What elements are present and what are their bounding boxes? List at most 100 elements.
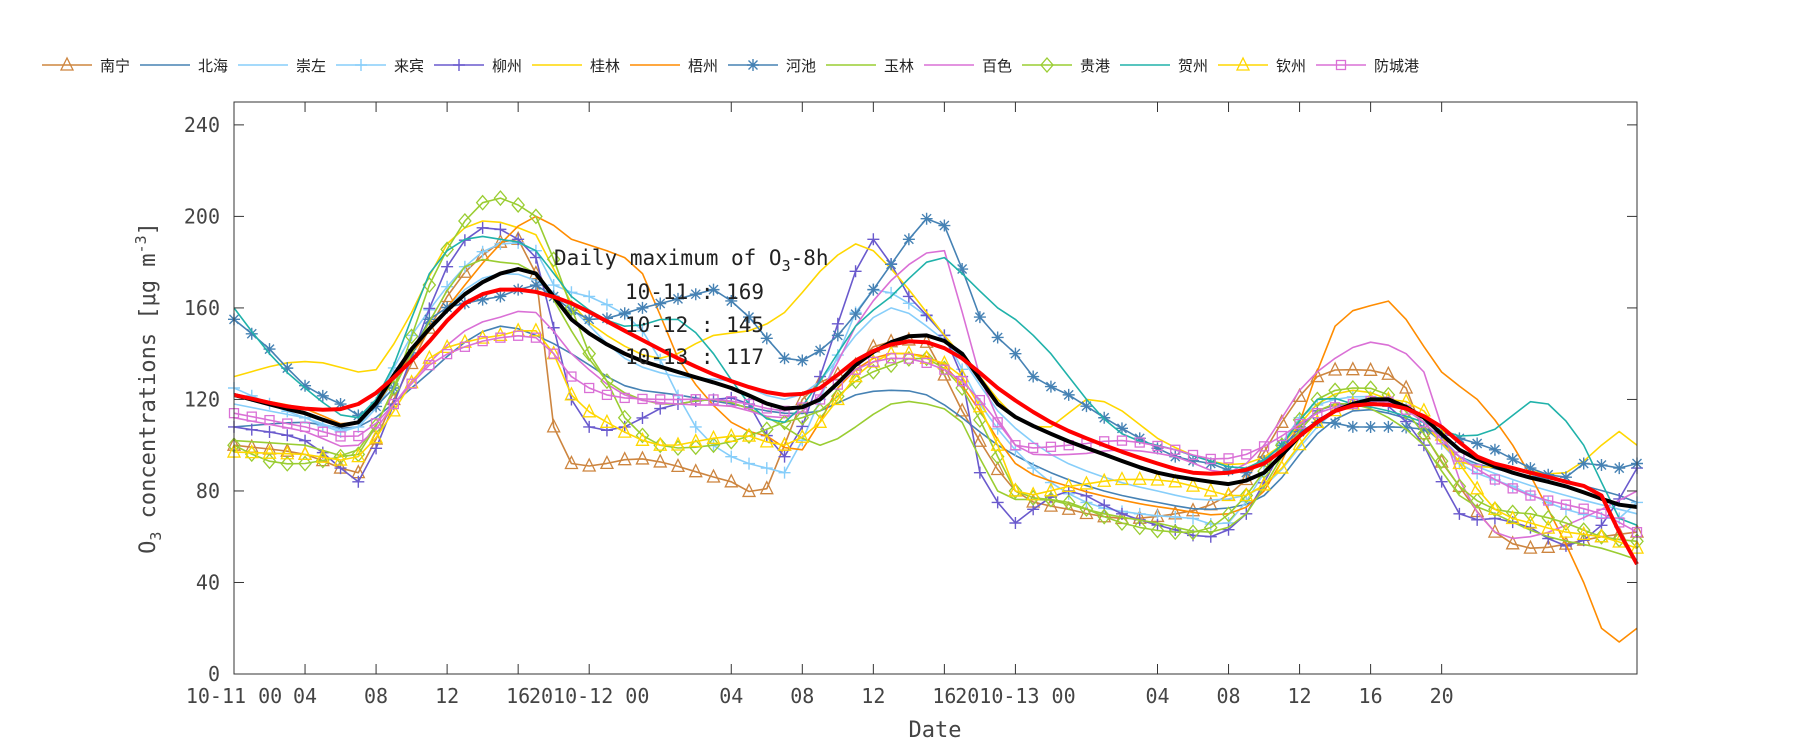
data-point	[653, 436, 668, 451]
data-point	[1258, 454, 1271, 467]
legend-marker	[1235, 56, 1251, 71]
data-point	[370, 442, 383, 455]
data-point	[760, 332, 773, 345]
legend-label: 钦州	[1276, 57, 1306, 75]
data-point	[1221, 506, 1236, 523]
legend-entry: 桂林	[532, 57, 620, 75]
data-point	[1453, 432, 1466, 445]
data-point	[599, 454, 615, 470]
data-point	[1345, 361, 1360, 376]
data-point	[706, 468, 721, 483]
data-point	[600, 312, 613, 325]
data-point	[1505, 504, 1520, 521]
series-line	[233, 335, 1638, 533]
data-point	[991, 496, 1004, 509]
data-point	[388, 398, 399, 410]
data-point	[956, 263, 969, 276]
data-point	[1115, 422, 1128, 435]
data-point	[795, 409, 810, 426]
data-point	[1240, 466, 1253, 479]
y-tick-label: 120	[184, 387, 220, 411]
legend-entry: 崇左	[238, 57, 326, 75]
data-point	[637, 393, 648, 405]
data-point	[513, 330, 524, 341]
data-point	[1507, 483, 1518, 494]
data-point	[1292, 436, 1307, 451]
data-point	[351, 448, 366, 463]
data-point	[1008, 482, 1023, 499]
data-point	[1310, 391, 1325, 408]
data-point	[848, 368, 863, 383]
data-point	[353, 430, 364, 442]
data-point	[1061, 494, 1076, 511]
data-point	[779, 405, 790, 417]
data-point	[1345, 380, 1360, 396]
data-point	[1009, 516, 1022, 529]
data-point	[743, 457, 756, 470]
data-point	[1205, 453, 1216, 465]
data-point	[1044, 491, 1058, 508]
data-point	[494, 223, 507, 236]
data-point	[423, 302, 436, 315]
data-point	[566, 371, 577, 382]
data-point	[1168, 524, 1183, 541]
data-point	[849, 308, 862, 321]
data-point	[919, 350, 934, 367]
data-point	[1576, 525, 1591, 540]
data-point	[459, 341, 471, 352]
legend-entry: 北海	[140, 57, 228, 75]
data-point	[1009, 347, 1022, 360]
data-point	[903, 353, 915, 364]
data-point	[1044, 380, 1057, 393]
data-point	[530, 332, 542, 343]
data-point	[1062, 388, 1075, 401]
legend-marker	[1040, 57, 1054, 73]
data-point	[831, 317, 844, 330]
data-point	[1276, 430, 1287, 442]
data-point	[1079, 501, 1094, 518]
data-point	[1114, 471, 1130, 486]
legend-label: 桂林	[590, 57, 620, 75]
y-tick-label: 200	[184, 204, 220, 228]
data-point	[921, 357, 932, 368]
data-point	[1187, 512, 1200, 525]
data-point	[1560, 499, 1572, 510]
legend-entry: 河池	[728, 57, 816, 75]
data-point	[1542, 532, 1555, 545]
data-point	[617, 451, 632, 466]
data-point	[565, 304, 578, 317]
data-point	[494, 290, 507, 303]
legend-label: 贺州	[1178, 57, 1208, 75]
data-point	[1221, 487, 1236, 502]
data-point	[1613, 462, 1626, 475]
legend-entry: 钦州	[1218, 56, 1306, 75]
legend-marker	[453, 59, 465, 71]
data-point	[1061, 500, 1076, 515]
data-point	[1543, 495, 1554, 506]
data-point	[636, 324, 649, 337]
data-point	[955, 402, 970, 417]
data-point	[458, 212, 472, 229]
data-point	[352, 475, 365, 488]
data-point	[725, 450, 738, 463]
data-point	[369, 429, 384, 444]
data-point	[726, 396, 737, 407]
x-tick-label: 2010-12 00	[529, 684, 649, 708]
legend-entry: 玉林	[826, 57, 914, 75]
data-point	[1132, 519, 1147, 536]
data-point	[708, 394, 719, 405]
data-point	[281, 362, 294, 375]
data-point	[1187, 454, 1200, 467]
data-point	[1169, 511, 1182, 524]
annotation-line-1: 10-11 : 169	[625, 280, 764, 304]
legend-label: 崇左	[296, 57, 326, 75]
data-point	[973, 466, 986, 479]
series-8	[228, 212, 1643, 484]
data-point	[245, 327, 258, 340]
data-point	[778, 466, 791, 479]
data-point	[263, 343, 276, 356]
data-point	[1487, 500, 1502, 515]
x-tick-label: 2010-13 00	[955, 684, 1075, 708]
data-point	[299, 379, 312, 392]
data-point	[1115, 514, 1129, 531]
